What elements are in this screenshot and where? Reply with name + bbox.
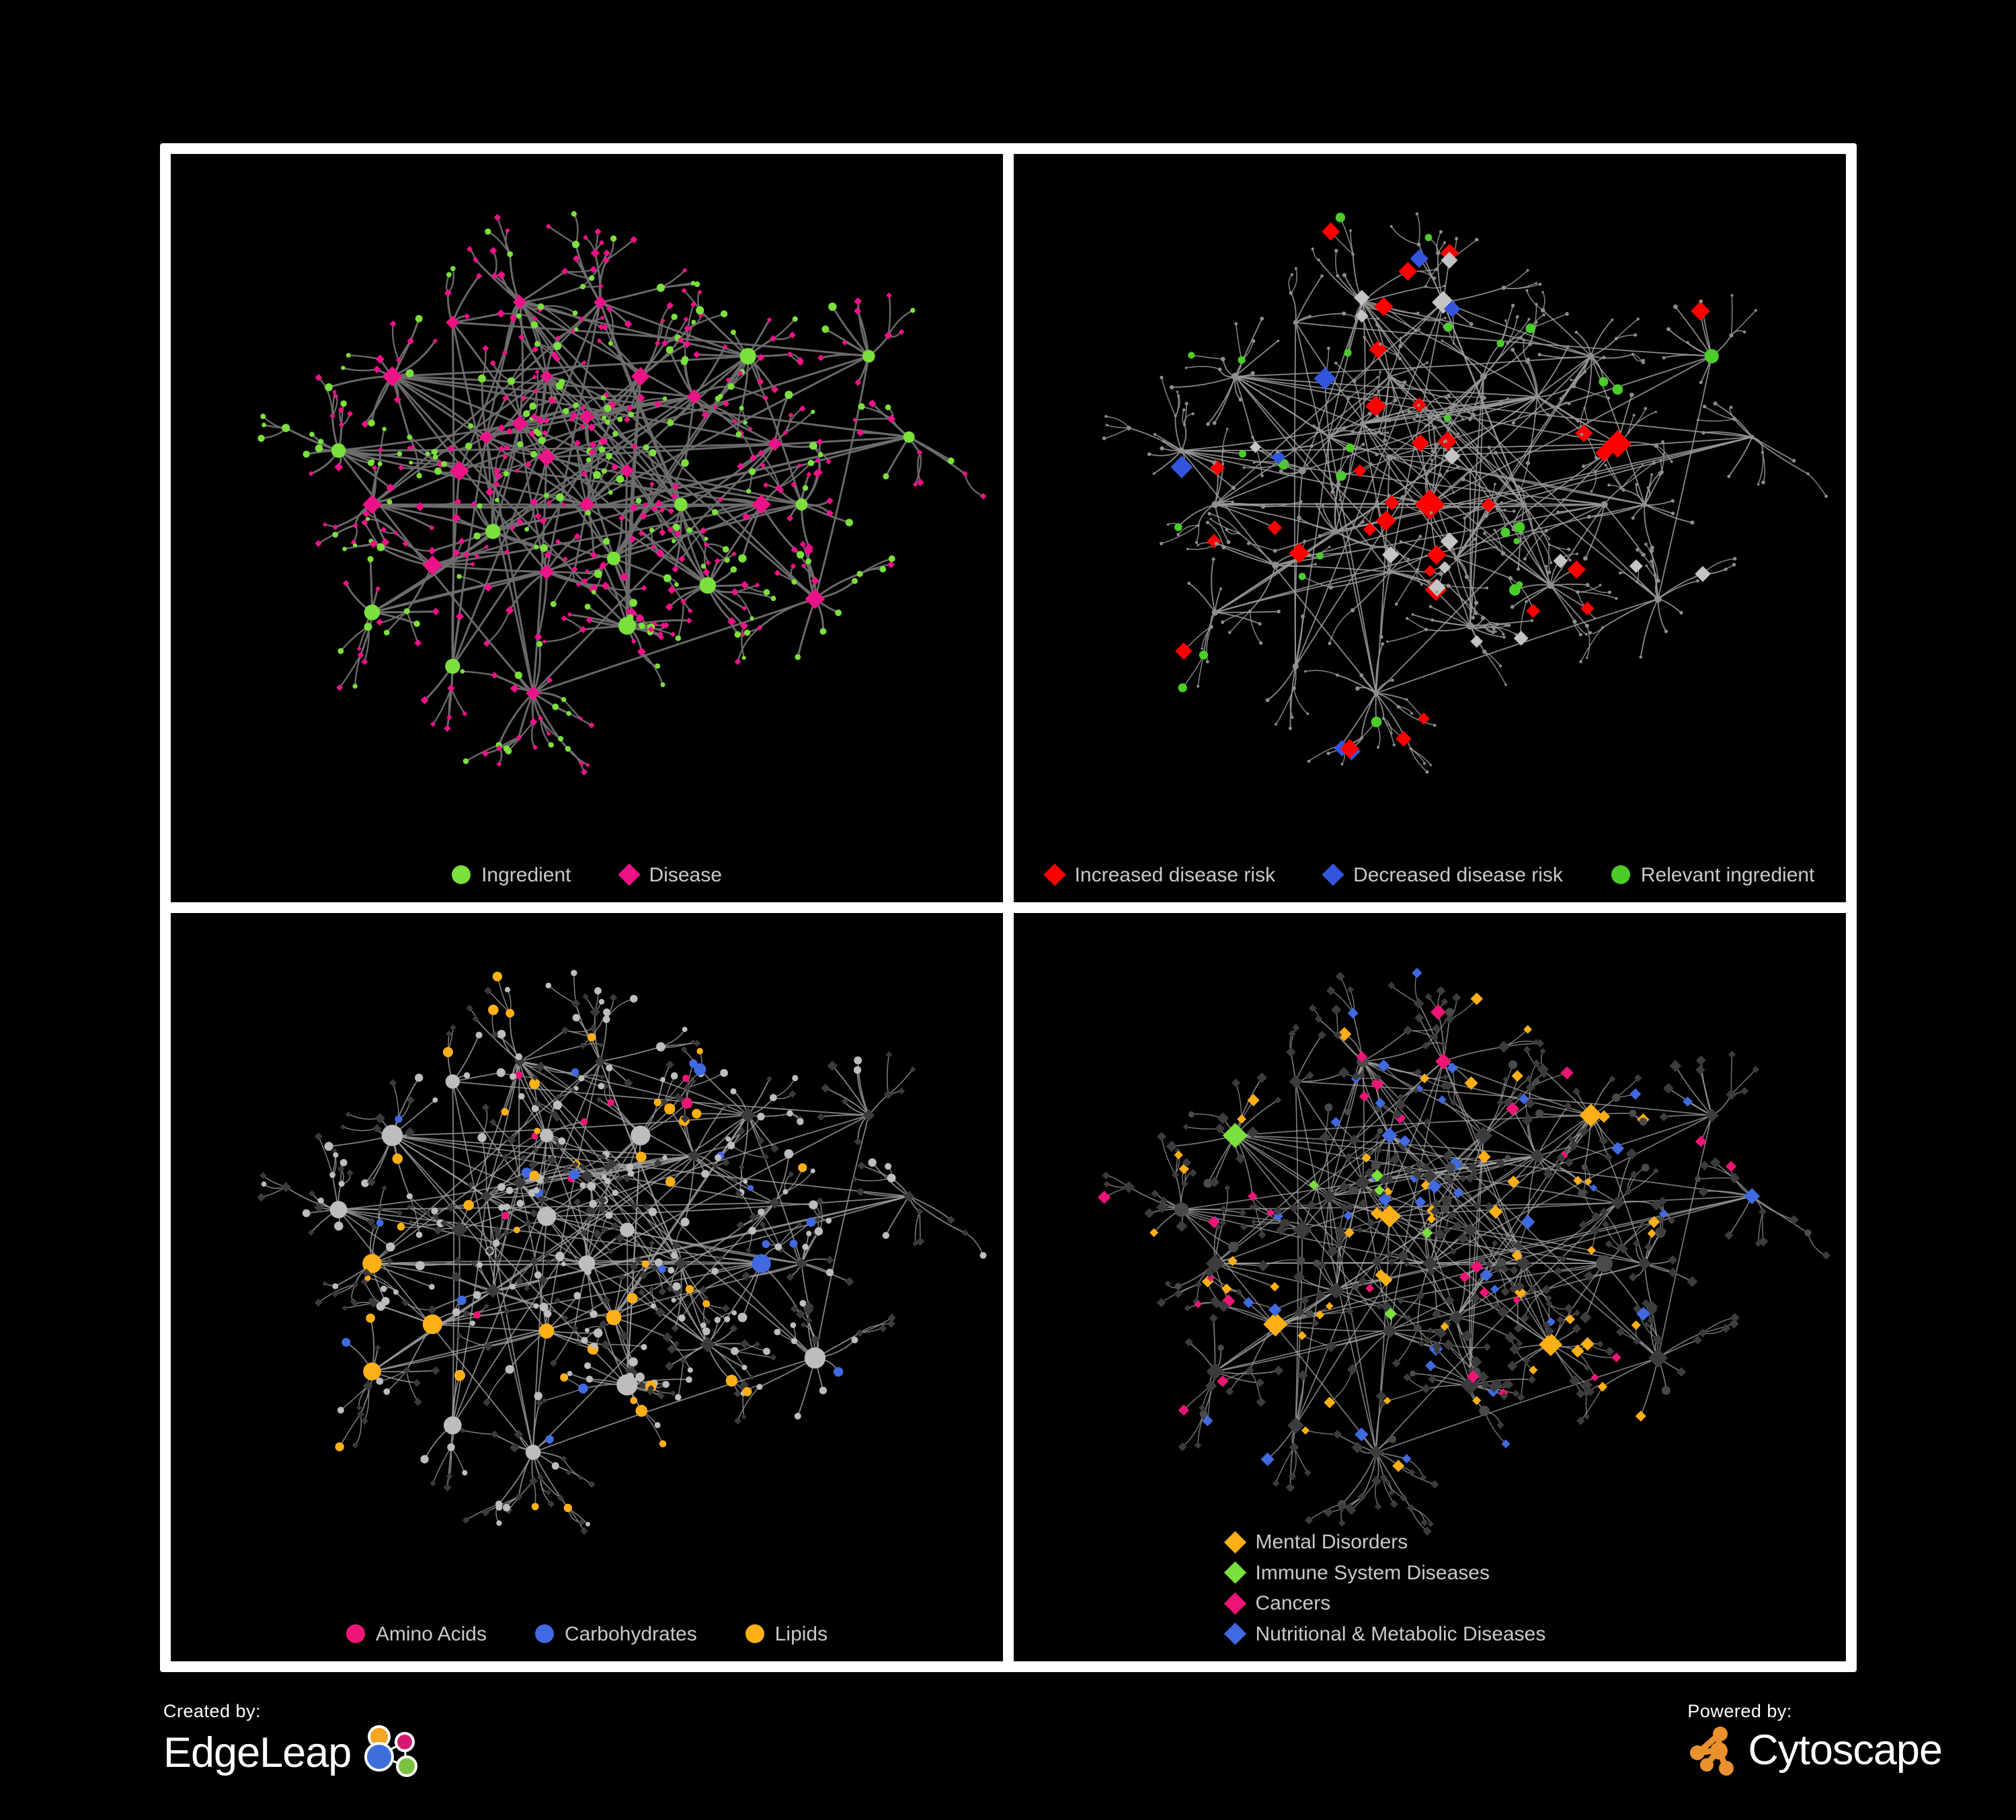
immune-system-diseases-marker-icon [1223,1561,1247,1584]
legend-item-ingredient[interactable]: Ingredient [448,860,575,891]
edgeleap-node-cluster-icon [364,1725,418,1777]
powered-by-kicker: Powered by: [1687,1701,1792,1721]
panel-ingredient-disease-network[interactable]: Ingredient Disease [171,154,1003,902]
legend-ingredient-class: Amino Acids Carbohydrates Lipids [171,1619,1003,1650]
cancers-marker-icon [1223,1592,1247,1615]
relevant-ingredient-marker-icon [1611,865,1630,885]
ingredient-marker-icon [452,865,471,885]
increased-risk-marker-icon [1043,863,1066,886]
mental-disorders-marker-icon [1223,1531,1247,1554]
nutritional-metabolic-marker-icon [1223,1622,1247,1645]
legend-disease-class: Mental Disorders Immune System Diseases … [1222,1527,1638,1649]
edgeleap-wordmark: EdgeLeap [163,1729,352,1777]
disease-marker-icon [617,863,641,886]
created-by-edgeleap-logo[interactable]: Created by: EdgeLeap [163,1701,430,1782]
legend-label: Cancers [1255,1592,1331,1614]
decreased-risk-marker-icon [1322,863,1344,886]
legend-label: Amino Acids [375,1622,487,1645]
legend-item-increased-disease-risk[interactable]: Increased disease risk [1041,860,1279,891]
carbohydrates-marker-icon [534,1624,554,1644]
legend-label: Relevant ingredient [1640,863,1815,886]
legend-disease-risk: Increased disease risk Decreased disease… [1014,860,1846,891]
legend-ingredient-disease: Ingredient Disease [171,860,1003,891]
network-canvas-disease-class[interactable] [1014,913,1846,1661]
network-canvas-disease-risk[interactable] [1014,154,1846,902]
legend-item-cancers[interactable]: Cancers [1222,1588,1486,1619]
lipids-marker-icon [745,1624,764,1644]
panel-disease-risk-network[interactable]: Increased disease risk Decreased disease… [1014,154,1846,902]
legend-item-decreased-disease-risk[interactable]: Decreased disease risk [1320,860,1567,891]
legend-label: Ingredient [481,863,571,886]
legend-label: Disease [649,863,722,886]
legend-label: Decreased disease risk [1353,863,1563,886]
legend-label: Nutritional & Metabolic Diseases [1255,1622,1546,1645]
network-canvas-ingredient-disease[interactable] [171,154,1003,902]
legend-item-lipids[interactable]: Lipids [741,1619,832,1650]
cytoscape-logo-row: Cytoscape [1687,1725,1943,1777]
cytoscape-wordmark: Cytoscape [1748,1727,1943,1774]
panel-ingredient-class-network[interactable]: Amino Acids Carbohydrates Lipids [171,913,1003,1661]
legend-item-amino-acids[interactable]: Amino Acids [342,1619,491,1650]
legend-item-disease[interactable]: Disease [616,860,726,891]
legend-item-nutritional-metabolic-diseases[interactable]: Nutritional & Metabolic Diseases [1222,1619,1545,1650]
network-canvas-ingredient-class[interactable] [171,913,1003,1661]
edgeleap-logo-row: EdgeLeap [163,1725,430,1782]
powered-by-cytoscape-logo[interactable]: Powered by: Cytoscape [1687,1701,1943,1777]
panel-disease-class-network[interactable]: Mental Disorders Immune System Diseases … [1014,913,1846,1661]
amino-acids-marker-icon [346,1624,365,1644]
legend-label: Immune System Diseases [1255,1561,1490,1584]
legend-label: Lipids [774,1622,828,1645]
figure-footer: Created by: EdgeLeap Powered by: [0,1674,2016,1820]
legend-item-relevant-ingredient[interactable]: Relevant ingredient [1607,860,1819,891]
created-by-kicker: Created by: [163,1701,261,1721]
legend-item-immune-system-diseases[interactable]: Immune System Diseases [1222,1558,1490,1589]
legend-label: Mental Disorders [1255,1531,1408,1553]
legend-label: Increased disease risk [1074,863,1276,886]
cytoscape-logo-icon [1690,1727,1734,1776]
legend-item-mental-disorders[interactable]: Mental Disorders [1222,1527,1486,1558]
legend-label: Carbohydrates [564,1622,697,1645]
four-panel-network-figure: Ingredient Disease Increased disease ris… [160,143,1857,1672]
legend-item-carbohydrates[interactable]: Carbohydrates [531,1619,701,1650]
